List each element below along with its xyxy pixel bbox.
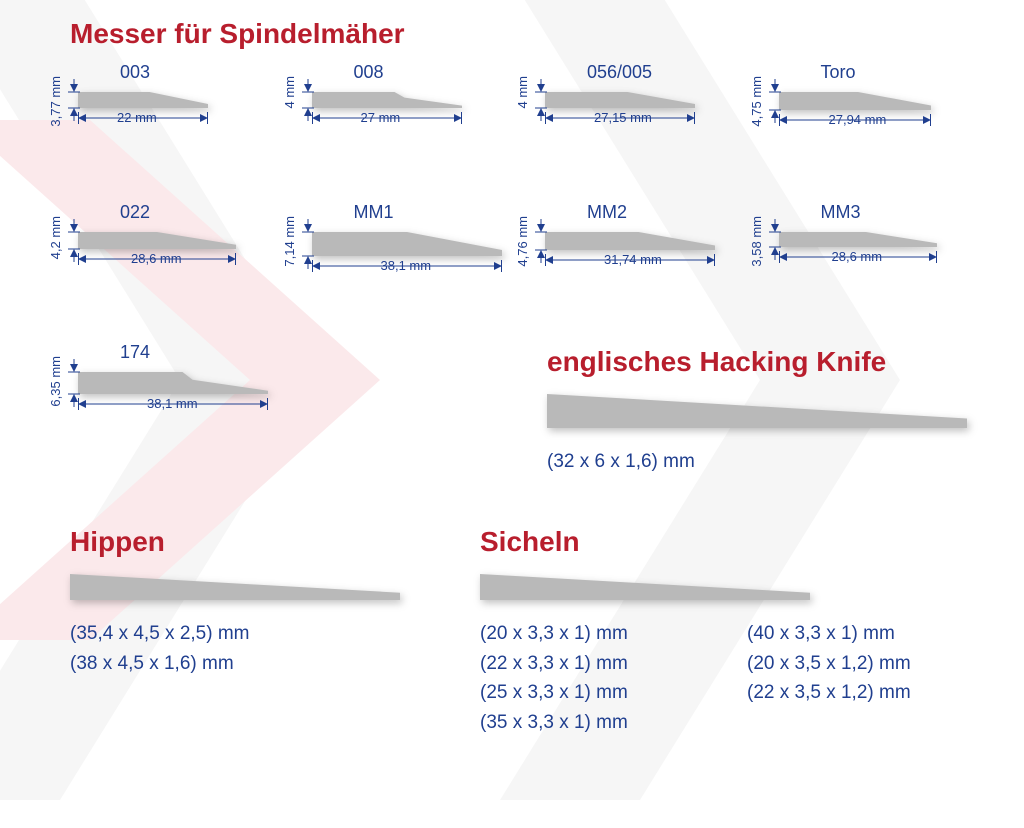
sicheln-spec: (40 x 3,3 x 1) mm: [747, 619, 984, 648]
sicheln-spec: (25 x 3,3 x 1) mm: [480, 678, 717, 707]
sicheln-spec: (20 x 3,3 x 1) mm: [480, 619, 717, 648]
blade-cell: 022 4,2 mm 28,6 mm: [70, 206, 284, 306]
height-arrows: [68, 359, 78, 407]
width-label: 38,1 mm: [147, 396, 198, 411]
blade-cell: 174 6,35 mm 38,1 mm: [70, 346, 284, 446]
height-label: 4,76 mm: [515, 216, 530, 267]
width-label: 28,6 mm: [131, 251, 182, 266]
blade-cell: 056/005 4 mm 27,15 mm: [537, 66, 751, 166]
height-label: 3,77 mm: [48, 76, 63, 127]
hippen-spec: (38 x 4,5 x 1,6) mm: [70, 649, 440, 678]
blade-id-label: MM1: [354, 202, 394, 223]
height-arrows: [68, 79, 78, 121]
height-label: 6,35 mm: [48, 356, 63, 407]
heading-spindel: Messer für Spindelmäher: [70, 18, 984, 50]
heading-sicheln: Sicheln: [480, 526, 984, 558]
blade-id-label: 174: [120, 342, 150, 363]
height-arrows: [302, 79, 312, 121]
hippen-wedge: [70, 574, 440, 605]
blade-id-label: 003: [120, 62, 150, 83]
blade-id-label: 022: [120, 202, 150, 223]
sicheln-spec: (22 x 3,3 x 1) mm: [480, 649, 717, 678]
width-label: 28,6 mm: [832, 249, 883, 264]
width-label: 38,1 mm: [381, 258, 432, 273]
width-label: 27,94 mm: [829, 112, 887, 127]
sicheln-wedge: [480, 574, 984, 605]
blade-cell: 003 3,77 mm 22 mm: [70, 66, 284, 166]
blade-shape: [78, 372, 268, 399]
height-label: 7,14 mm: [282, 216, 297, 267]
width-label: 22 mm: [117, 110, 157, 125]
blade-cell: Toro 4,75 mm 27,94 mm: [771, 66, 985, 166]
height-label: 4,75 mm: [749, 76, 764, 127]
width-label: 31,74 mm: [604, 252, 662, 267]
blade-cell: MM3 3,58 mm 28,6 mm: [771, 206, 985, 306]
blade-id-label: 056/005: [587, 62, 652, 83]
blade-cell: MM2 4,76 mm 31,74 mm: [537, 206, 751, 306]
blade-cell: 008 4 mm 27 mm: [304, 66, 518, 166]
height-label: 4,2 mm: [48, 216, 63, 259]
heading-hippen: Hippen: [70, 526, 440, 558]
blade-shape: [312, 232, 502, 261]
height-arrows: [535, 219, 545, 263]
hacking-wedge: [547, 394, 984, 433]
width-label: 27,15 mm: [594, 110, 652, 125]
height-arrows: [769, 79, 779, 123]
blade-id-label: 008: [354, 62, 384, 83]
sicheln-spec: (22 x 3,5 x 1,2) mm: [747, 678, 984, 707]
height-label: 4 mm: [282, 76, 297, 109]
height-arrows: [535, 79, 545, 121]
blade-id-label: MM2: [587, 202, 627, 223]
height-arrows: [769, 219, 779, 260]
blade-id-label: MM3: [821, 202, 861, 223]
height-arrows: [302, 219, 312, 269]
sicheln-spec: (20 x 3,5 x 1,2) mm: [747, 649, 984, 678]
height-label: 4 mm: [515, 76, 530, 109]
height-label: 3,58 mm: [749, 216, 764, 267]
height-arrows: [68, 219, 78, 262]
hippen-spec: (35,4 x 4,5 x 2,5) mm: [70, 619, 440, 648]
sicheln-spec: (35 x 3,3 x 1) mm: [480, 708, 717, 737]
blade-id-label: Toro: [821, 62, 856, 83]
blade-cell: MM1 7,14 mm 38,1 mm: [304, 206, 518, 306]
width-label: 27 mm: [361, 110, 401, 125]
heading-hacking: englisches Hacking Knife: [547, 346, 984, 378]
hacking-spec: (32 x 6 x 1,6) mm: [547, 447, 984, 476]
